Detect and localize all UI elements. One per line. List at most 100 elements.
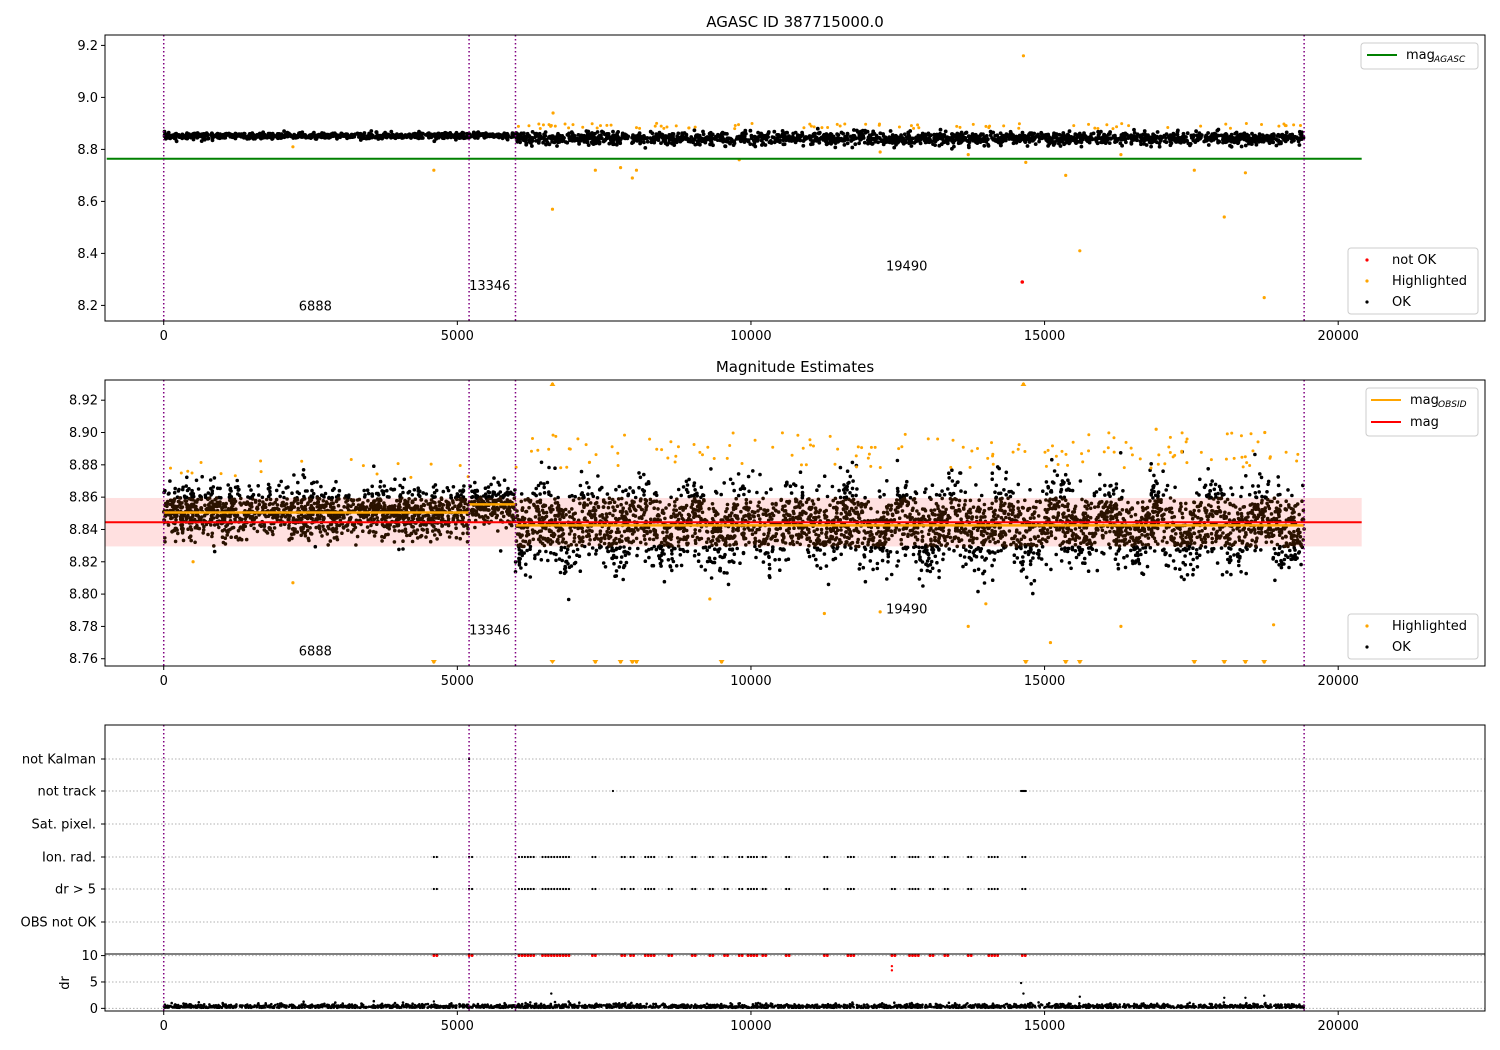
ok-point [301,468,306,472]
ok-point [1185,139,1189,143]
ok-point [1070,488,1075,493]
ok-point [970,132,975,136]
ok-point [369,523,373,528]
ok-point [902,132,907,137]
ok-point [1082,556,1087,561]
ok-point [955,131,960,136]
ok-point [998,131,1003,136]
ok-point [659,141,663,146]
ok-point [638,141,642,146]
ok-point [860,135,865,140]
ok-point [525,135,529,140]
ok-point [713,137,718,141]
ok-point [1216,500,1220,505]
ok-point [405,533,409,538]
ok-point [419,132,423,137]
ok-point [1070,513,1074,518]
ok-point [940,136,945,141]
ok-point [999,500,1004,504]
ok-point [897,493,902,498]
ok-point [190,488,194,493]
legend-ok-label: OK [1392,295,1411,310]
ok-point [839,136,844,141]
ok-point [963,498,968,503]
ok-point [988,133,993,138]
ok-point [599,136,604,141]
ok-point [1067,137,1072,142]
ok-point [679,493,683,498]
ok-point [436,131,441,136]
ok-point [332,486,336,491]
ok-point [920,545,925,550]
ok-point [590,492,594,496]
ok-point [608,511,612,516]
ok-point [1189,541,1193,546]
ok-point [392,540,397,544]
ok-point [943,538,947,543]
ok-point [1284,130,1289,135]
ok-point [1148,499,1152,503]
ok-point [725,534,730,538]
ok-point [692,128,697,133]
y-tick-label: 8.4 [77,247,98,262]
ok-point [1047,135,1051,140]
ok-point [362,488,367,493]
ok-point [908,129,913,133]
ok-point [587,542,591,546]
ok-point [407,497,411,501]
ok-point [728,136,733,141]
ok-point [528,575,533,579]
highlighted-point [1021,54,1026,58]
ok-point [1232,553,1236,557]
ok-point [756,137,760,142]
ok-point [1077,131,1082,136]
ok-point [900,509,905,513]
ok-point [1253,491,1258,495]
highlighted-point [1105,123,1109,127]
ok-point [1014,530,1019,534]
highlighted-point [693,125,697,129]
ok-point [223,132,228,136]
ok-point [510,131,515,136]
ok-point [1104,134,1109,139]
ok-point [195,131,200,136]
ok-point [1117,544,1122,548]
ok-point [1075,134,1080,139]
ok-point [758,506,763,511]
ok-point [1039,131,1044,136]
ok-point [239,132,244,137]
highlighted-point [549,124,553,128]
ok-point [529,136,534,141]
ok-point [915,525,920,530]
ok-point [1241,549,1245,553]
ok-point [713,556,717,561]
ok-point [1262,135,1266,140]
ok-point [645,136,650,140]
highlighted-point [662,126,666,130]
ok-point [591,142,596,147]
ok-point [655,136,660,141]
ok-point [651,135,656,140]
ok-point [312,130,316,135]
ok-point [336,493,341,498]
ok-point [1293,552,1297,557]
ok-point [239,503,243,507]
ok-point [1119,135,1124,140]
ok-point [831,545,835,550]
ok-point [933,139,938,144]
ok-point [260,134,264,139]
ok-point [1274,559,1279,564]
ok-point [1276,138,1281,143]
ok-point [292,532,296,536]
ok-point [1292,138,1296,143]
ok-point [1037,139,1041,144]
ok-point [410,539,415,544]
ok-point [573,494,577,499]
highlighted-point [878,150,882,154]
ok-point [760,137,765,141]
ok-point [895,486,900,491]
highlighted-point [634,126,638,130]
ok-point [881,134,886,139]
ok-point [895,458,900,463]
ok-point [1185,131,1190,136]
